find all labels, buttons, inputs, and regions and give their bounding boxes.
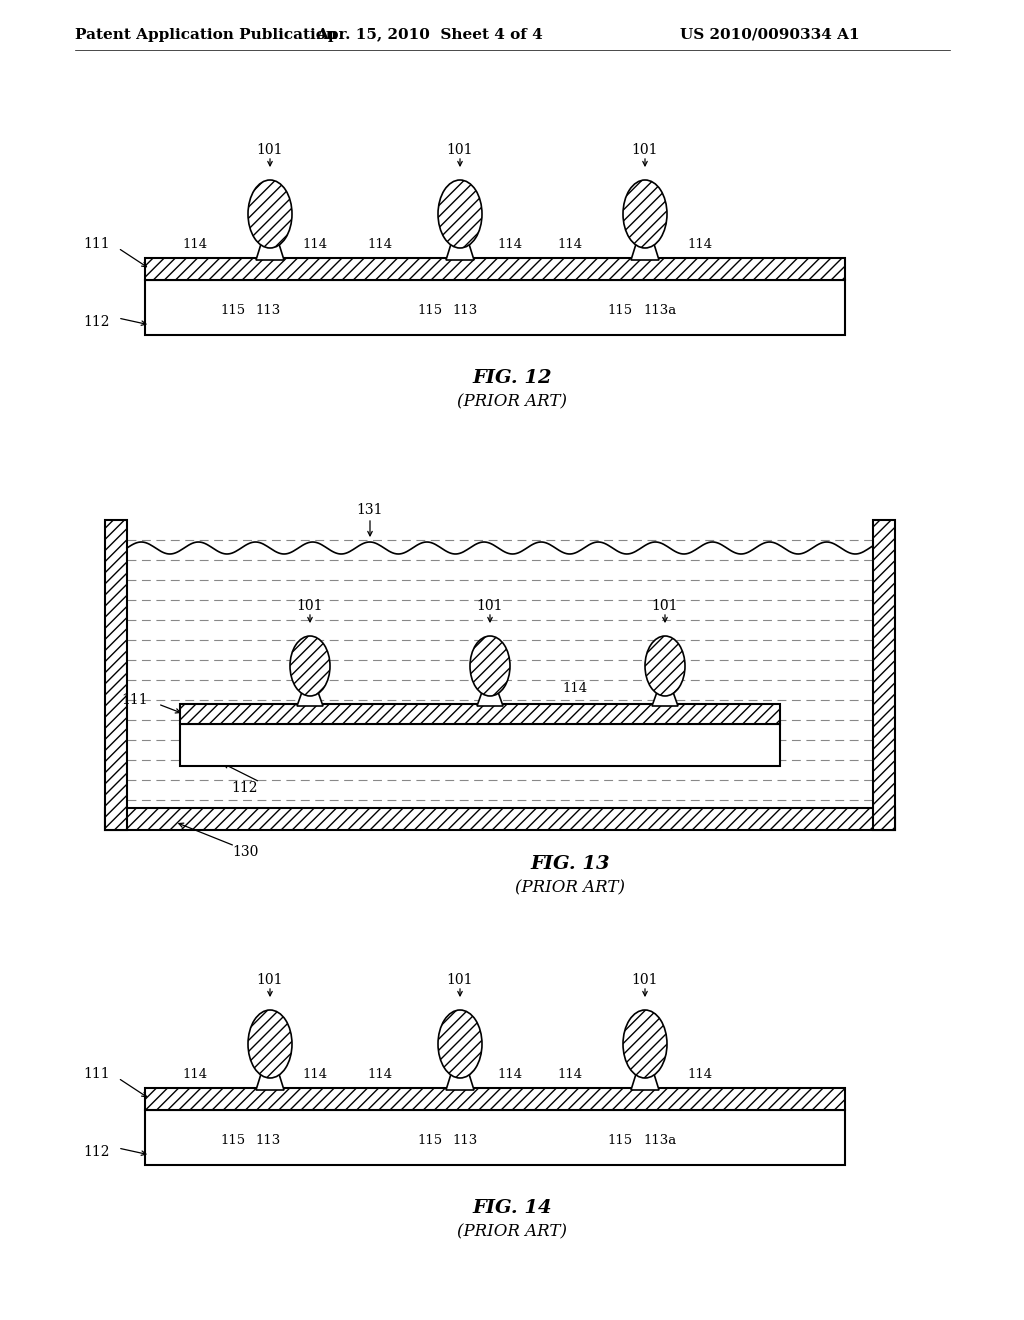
Bar (145, 257, 845, 280)
Text: 115: 115 (234, 739, 259, 752)
Text: 113a: 113a (643, 304, 677, 317)
Text: FIG. 14: FIG. 14 (472, 1199, 552, 1217)
Text: Apr. 15, 2010  Sheet 4 of 4: Apr. 15, 2010 Sheet 4 of 4 (316, 28, 544, 42)
Ellipse shape (438, 1010, 482, 1078)
Text: 101: 101 (446, 143, 473, 157)
Text: 113: 113 (469, 739, 495, 752)
Text: 114: 114 (562, 681, 588, 694)
Text: 131: 131 (356, 503, 383, 517)
Text: 114: 114 (368, 238, 392, 251)
Text: (PRIOR ART): (PRIOR ART) (457, 1224, 567, 1241)
Text: 113: 113 (255, 1134, 281, 1147)
Text: 114: 114 (498, 238, 522, 251)
Ellipse shape (438, 180, 482, 248)
Bar (180, 723, 780, 766)
Bar (180, 704, 780, 723)
Text: 113: 113 (453, 304, 477, 317)
Bar (105, 808, 895, 830)
Text: 111: 111 (83, 238, 110, 251)
Polygon shape (652, 692, 678, 706)
Text: 101: 101 (446, 973, 473, 987)
Bar (145, 1110, 845, 1166)
Text: 113: 113 (269, 739, 295, 752)
Bar (145, 280, 845, 335)
Text: 115: 115 (220, 304, 246, 317)
Polygon shape (477, 692, 503, 706)
Text: 101: 101 (477, 599, 503, 612)
Text: 114: 114 (687, 1068, 713, 1081)
Ellipse shape (248, 180, 292, 248)
Polygon shape (256, 244, 284, 260)
Ellipse shape (623, 180, 667, 248)
Ellipse shape (290, 636, 330, 696)
Text: 101: 101 (257, 973, 284, 987)
Text: 114: 114 (302, 238, 328, 251)
Bar (145, 1088, 845, 1110)
Text: 114: 114 (182, 238, 208, 251)
Text: 113a: 113a (659, 739, 692, 752)
Text: 115: 115 (607, 1134, 633, 1147)
Polygon shape (297, 692, 323, 706)
Text: (PRIOR ART): (PRIOR ART) (457, 393, 567, 411)
Text: 101: 101 (651, 599, 678, 612)
Ellipse shape (470, 636, 510, 696)
Text: US 2010/0090334 A1: US 2010/0090334 A1 (680, 28, 859, 42)
Bar (105, 520, 127, 830)
Text: 115: 115 (434, 739, 460, 752)
Text: 114: 114 (687, 238, 713, 251)
Text: 114: 114 (182, 1068, 208, 1081)
Polygon shape (631, 244, 659, 260)
Text: 101: 101 (297, 599, 324, 612)
Text: 115: 115 (418, 1134, 442, 1147)
Ellipse shape (248, 1010, 292, 1078)
Polygon shape (631, 1074, 659, 1090)
Polygon shape (446, 1074, 474, 1090)
Bar (873, 520, 895, 830)
Text: 115: 115 (220, 1134, 246, 1147)
Text: 115: 115 (418, 304, 442, 317)
Text: 114: 114 (557, 238, 583, 251)
Text: FIG. 13: FIG. 13 (530, 855, 610, 873)
Text: 114: 114 (302, 1068, 328, 1081)
Text: 130: 130 (231, 845, 258, 859)
Text: 113a: 113a (643, 1134, 677, 1147)
Text: 112: 112 (84, 315, 110, 329)
Text: 115: 115 (623, 739, 647, 752)
Text: 112: 112 (231, 781, 258, 795)
Polygon shape (256, 1074, 284, 1090)
Text: 113: 113 (255, 304, 281, 317)
Ellipse shape (645, 636, 685, 696)
Text: 111: 111 (83, 1067, 110, 1081)
Text: FIG. 12: FIG. 12 (472, 370, 552, 387)
Text: 115: 115 (607, 304, 633, 317)
Text: 112: 112 (84, 1144, 110, 1159)
Text: 114: 114 (368, 1068, 392, 1081)
Text: 114: 114 (498, 1068, 522, 1081)
Text: Patent Application Publication: Patent Application Publication (75, 28, 337, 42)
Polygon shape (446, 244, 474, 260)
Text: 114: 114 (557, 1068, 583, 1081)
Text: 113: 113 (453, 1134, 477, 1147)
Text: 101: 101 (632, 143, 658, 157)
Text: 111: 111 (122, 693, 148, 708)
Text: (PRIOR ART): (PRIOR ART) (515, 879, 625, 896)
Text: 101: 101 (632, 973, 658, 987)
Text: 101: 101 (257, 143, 284, 157)
Ellipse shape (623, 1010, 667, 1078)
